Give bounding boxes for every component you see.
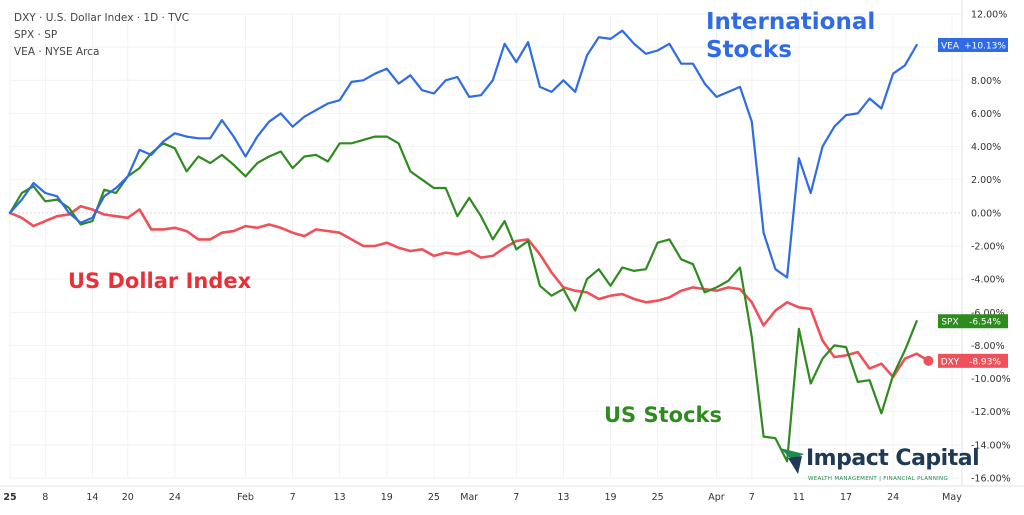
logo-mark-icon xyxy=(780,448,804,474)
legend-vea: VEA · NYSE Arca xyxy=(14,46,100,58)
x-tick-label: 17 xyxy=(840,492,852,503)
badge-value-box xyxy=(962,37,1008,52)
badge-symbol-box xyxy=(938,37,962,52)
y-tick-label: -14.00% xyxy=(971,440,1011,451)
y-tick-label: 8.00% xyxy=(971,76,1001,87)
x-tick-label: 11 xyxy=(793,492,805,503)
x-tick-label: 14 xyxy=(86,492,98,503)
x-tick-label: 20 xyxy=(122,492,134,503)
x-tick-label: Apr xyxy=(708,492,725,503)
y-axis: 12.00%10.00%8.00%6.00%4.00%2.00%0.00%-2.… xyxy=(971,10,1011,485)
x-tick-label: 13 xyxy=(334,492,346,503)
x-axis: 25 8 14 20 24 Feb 7 13 19 25 Mar 7 13 19 25 Apr 7 11 17 24 M… xyxy=(3,492,962,503)
x-tick-label: 25 xyxy=(3,492,16,503)
series-end-dot-dxy xyxy=(923,355,934,366)
series-line-dxy xyxy=(8,204,930,379)
y-tick-label: 12.00% xyxy=(971,10,1007,21)
x-tick-label: 24 xyxy=(169,492,181,503)
x-tick-label: 25 xyxy=(652,492,664,503)
y-tick-label: -8.00% xyxy=(971,341,1005,352)
grid xyxy=(0,0,1024,487)
x-tick-label: Mar xyxy=(460,492,478,503)
series-lines xyxy=(8,29,934,463)
y-tick-label: -6.00% xyxy=(971,308,1005,319)
annotation-line: US Dollar Index xyxy=(68,269,252,293)
y-tick-label: 2.00% xyxy=(971,175,1001,186)
badge-value: +10.13% xyxy=(964,41,1006,51)
chart-legend: DXY · U.S. Dollar Index · 1D · TVC SPX ·… xyxy=(14,10,189,61)
y-tick-label: -4.00% xyxy=(971,275,1005,286)
annotation-international-stocks: International Stocks xyxy=(706,8,875,64)
badge-value-box xyxy=(962,314,1008,329)
x-tick-label: 8 xyxy=(42,492,48,503)
badge-spx: SPX -6.54% xyxy=(938,314,1008,329)
annotation-line: Stocks xyxy=(706,37,792,63)
series-line-spx xyxy=(8,135,918,463)
badge-value: -8.93% xyxy=(969,357,1001,367)
logo-tagline: WEALTH MANAGEMENT | FINANCIAL PLANNING xyxy=(808,476,949,482)
x-tick-label: 25 xyxy=(428,492,440,503)
x-tick-label: Feb xyxy=(237,492,254,503)
annotation-line: US Stocks xyxy=(604,403,722,427)
badge-value-box xyxy=(962,353,1008,368)
x-tick-label: May xyxy=(942,492,962,503)
x-tick-label: 13 xyxy=(557,492,569,503)
annotation-line: International xyxy=(706,9,876,35)
x-tick-label: 19 xyxy=(381,492,393,503)
y-tick-label: -12.00% xyxy=(971,407,1011,418)
y-tick-label: 6.00% xyxy=(971,109,1001,120)
badge-symbol: SPX xyxy=(941,318,958,328)
logo-name: Impact Capital xyxy=(806,446,980,471)
legend-spx: SPX · SP xyxy=(14,29,58,41)
y-tick-label: 0.00% xyxy=(971,208,1001,219)
badge-symbol: VEA xyxy=(941,41,960,51)
x-tick-label: 24 xyxy=(887,492,899,503)
y-tick-label: 4.00% xyxy=(971,142,1001,153)
y-tick-label: -16.00% xyxy=(971,474,1011,485)
x-tick-label: 7 xyxy=(749,492,755,503)
annotation-us-dollar-index: US Dollar Index xyxy=(68,268,251,294)
badge-dxy: DXY -8.93% xyxy=(938,353,1008,368)
y-tick-label: -2.00% xyxy=(971,242,1005,253)
last-value-badges: DXY -8.93% SPX -6.54% VEA +10.13% xyxy=(938,37,1008,368)
badge-symbol-box xyxy=(938,353,962,368)
x-tick-label: 19 xyxy=(604,492,616,503)
badge-value: -6.54% xyxy=(969,318,1001,328)
badge-symbol-box xyxy=(938,314,962,329)
x-tick-label: 7 xyxy=(290,492,296,503)
x-tick-label: 7 xyxy=(513,492,519,503)
legend-dxy: DXY · U.S. Dollar Index · 1D · TVC xyxy=(14,12,190,24)
badge-symbol: DXY xyxy=(941,357,960,367)
impact-capital-logo: Impact Capital WEALTH MANAGEMENT | FINAN… xyxy=(780,446,980,486)
series-line-vea xyxy=(8,29,918,279)
annotation-us-stocks: US Stocks xyxy=(604,402,722,428)
badge-vea: VEA +10.13% xyxy=(938,37,1008,52)
y-tick-label: -10.00% xyxy=(971,374,1011,385)
